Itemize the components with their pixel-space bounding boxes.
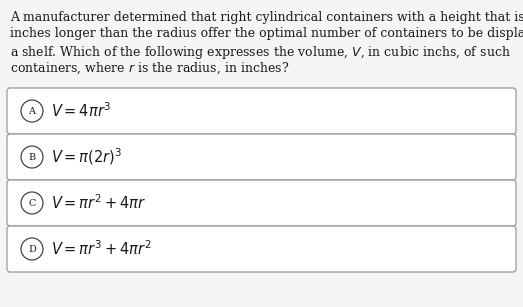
FancyBboxPatch shape bbox=[7, 88, 516, 134]
Text: C: C bbox=[28, 199, 36, 208]
FancyBboxPatch shape bbox=[7, 134, 516, 180]
Circle shape bbox=[21, 192, 43, 214]
Circle shape bbox=[21, 100, 43, 122]
Circle shape bbox=[21, 238, 43, 260]
Text: A manufacturer determined that right cylindrical containers with a height that i: A manufacturer determined that right cyl… bbox=[10, 11, 523, 24]
Text: inches longer than the radius offer the optimal number of containers to be displ: inches longer than the radius offer the … bbox=[10, 28, 523, 41]
Text: containers, where $r$ is the radius, in inches?: containers, where $r$ is the radius, in … bbox=[10, 60, 289, 76]
Text: $V = \pi r^2 + 4\pi r$: $V = \pi r^2 + 4\pi r$ bbox=[51, 194, 146, 212]
FancyBboxPatch shape bbox=[7, 180, 516, 226]
Circle shape bbox=[21, 146, 43, 168]
Text: a shelf. Which of the following expresses the volume, $V$, in cubic inchs, of su: a shelf. Which of the following expresse… bbox=[10, 44, 510, 61]
FancyBboxPatch shape bbox=[7, 226, 516, 272]
Text: D: D bbox=[28, 244, 36, 254]
Text: $V = \pi(2r)^3$: $V = \pi(2r)^3$ bbox=[51, 147, 122, 167]
Text: $V = 4\pi r^3$: $V = 4\pi r^3$ bbox=[51, 102, 111, 120]
Text: B: B bbox=[28, 153, 36, 161]
Text: A: A bbox=[28, 107, 36, 115]
Text: $V = \pi r^3 + 4\pi r^2$: $V = \pi r^3 + 4\pi r^2$ bbox=[51, 240, 152, 258]
